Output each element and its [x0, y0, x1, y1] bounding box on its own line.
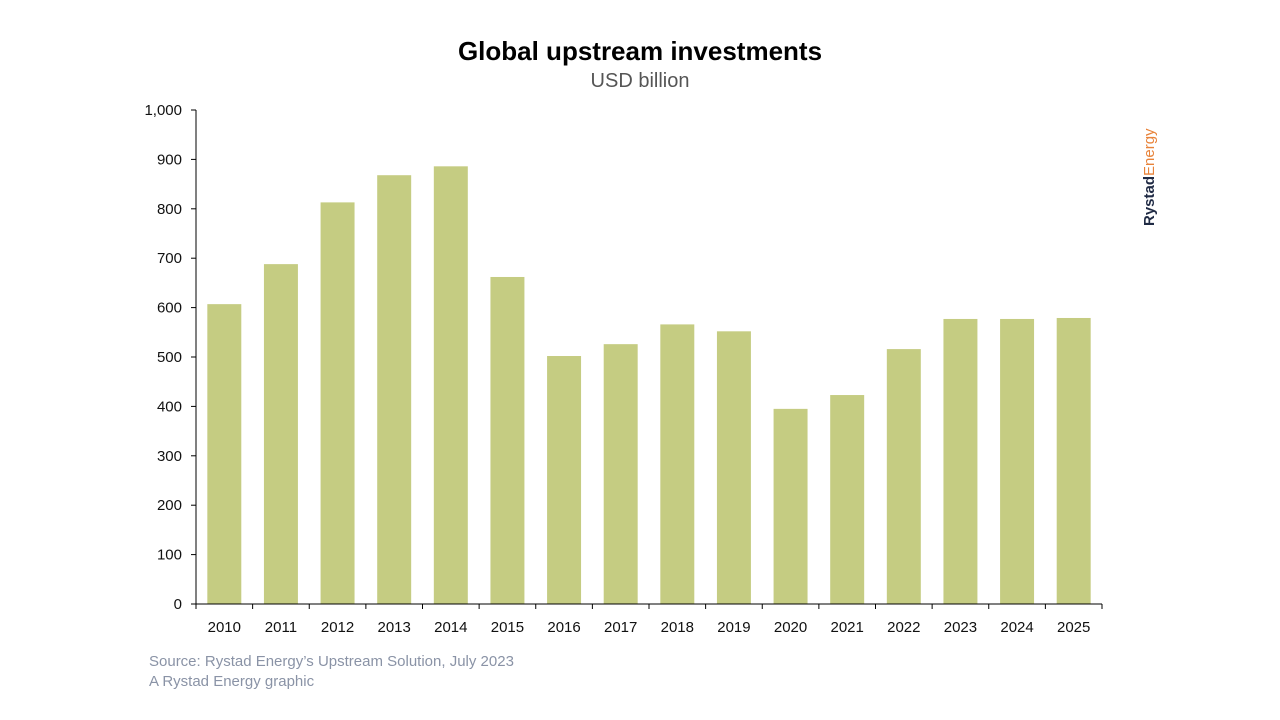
x-tick-label: 2014: [434, 619, 467, 636]
x-tick-label: 2024: [1000, 619, 1033, 636]
x-tick-label: 2017: [604, 619, 637, 636]
x-tick-label: 2025: [1057, 619, 1090, 636]
y-tick-label: 800: [157, 201, 182, 218]
y-tick-label: 400: [157, 398, 182, 415]
chart-title: Global upstream investments: [457, 36, 823, 66]
x-tick-label: 2016: [547, 619, 580, 636]
y-tick-label: 200: [157, 497, 182, 514]
y-tick-label: 0: [174, 596, 182, 613]
bar-2015: [490, 276, 525, 604]
x-tick-label: 2015: [491, 619, 524, 636]
y-tick-label: 1,000: [144, 102, 182, 119]
bar-2018: [660, 324, 695, 604]
x-tick-label: 2023: [944, 619, 977, 636]
y-tick-label: 500: [157, 349, 182, 366]
y-tick-label: 700: [157, 250, 182, 267]
rystad-energy-logo: RystadEnergy: [1141, 128, 1158, 226]
logo-text-rystad: Rystad: [1141, 175, 1158, 226]
bar-2010: [207, 304, 242, 604]
source-note: Source: Rystad Energy’s Upstream Solutio…: [149, 653, 514, 670]
logo-text-energy: Energy: [1141, 128, 1158, 176]
bar-2011: [263, 264, 298, 604]
bar-2025: [1056, 317, 1091, 604]
bar-2023: [943, 318, 978, 604]
bar-2013: [377, 175, 412, 604]
y-tick-label: 300: [157, 448, 182, 465]
x-tick-label: 2019: [717, 619, 750, 636]
x-tick-label: 2013: [378, 619, 411, 636]
x-tick-label: 2010: [208, 619, 241, 636]
x-tick-label: 2022: [887, 619, 920, 636]
bar-2016: [547, 356, 582, 604]
bar-2014: [433, 166, 468, 605]
bar-2024: [1000, 318, 1035, 604]
y-tick-label: 600: [157, 300, 182, 317]
y-tick-label: 100: [157, 547, 182, 564]
x-tick-label: 2020: [774, 619, 807, 636]
bar-2021: [830, 395, 865, 604]
bar-2019: [716, 331, 751, 604]
bar-2017: [603, 344, 638, 604]
chart-subtitle: USD billion: [590, 70, 690, 92]
x-tick-label: 2021: [831, 619, 864, 636]
x-tick-label: 2018: [661, 619, 694, 636]
y-tick-label: 900: [157, 151, 182, 168]
bar-2022: [886, 349, 921, 604]
x-tick-label: 2011: [265, 619, 297, 636]
bar-2020: [773, 408, 808, 604]
bar-2012: [320, 202, 355, 605]
x-tick-label: 2012: [321, 619, 354, 636]
credit-note: A Rystad Energy graphic: [149, 673, 315, 690]
